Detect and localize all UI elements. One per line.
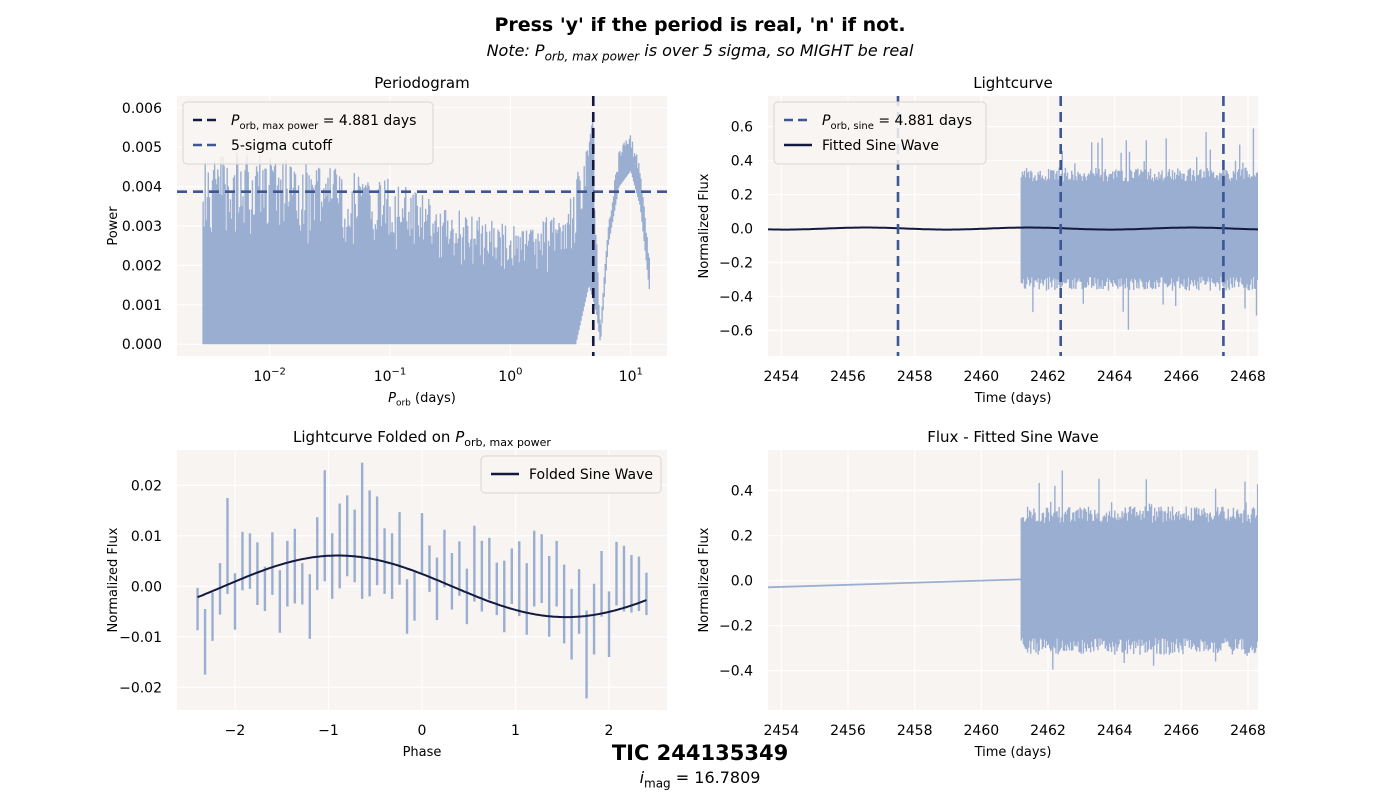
periodogram-ytick-label: 0.002	[122, 258, 162, 274]
residual-xlabel: Time (days)	[974, 745, 1052, 760]
residual-xtick-label: 2456	[830, 723, 866, 739]
periodogram-ytick-label: 0.005	[122, 140, 162, 156]
periodogram-legend: Porb, max power = 4.881 days 5-sigma cuto…	[182, 101, 434, 165]
lightcurve-ylabel: Normalized Flux	[697, 173, 712, 278]
residual-xtick-label: 2458	[897, 723, 933, 739]
residual-xtick-label: 2464	[1097, 723, 1133, 739]
footer-title: TIC 244135349	[612, 741, 788, 765]
folded-ytick-label: 0.01	[131, 529, 162, 545]
periodogram-ylabel: Power	[106, 206, 121, 246]
residual-xtick-label: 2466	[1164, 723, 1200, 739]
lightcurve-plot-area	[768, 96, 1258, 356]
residual-xtick-label: 2460	[964, 723, 1000, 739]
footer-subtitle: imag = 16.7809	[640, 768, 761, 790]
periodogram-ytick-label: 0.001	[122, 298, 162, 314]
periodogram-title: Periodogram	[374, 74, 469, 92]
residual-title: Flux - Fitted Sine Wave	[927, 428, 1098, 446]
lightcurve-xtick-label: 2466	[1164, 369, 1200, 385]
residual-ytick-label: 0.2	[731, 529, 753, 545]
periodogram-xlabel: Porb (days)	[388, 391, 456, 409]
lightcurve-xtick-label: 2454	[764, 369, 800, 385]
lightcurve-sine-line	[768, 226, 1258, 231]
folded-ytick-label: −0.01	[119, 630, 162, 646]
lightcurve-xtick-label: 2468	[1230, 369, 1266, 385]
lightcurve-ytick-label: −0.6	[719, 324, 753, 340]
lightcurve-xtick-label: 2462	[1030, 369, 1066, 385]
lightcurve-legend-label: Porb, sine = 4.881 days	[822, 113, 972, 132]
lightcurve-legend-label: Fitted Sine Wave	[822, 138, 939, 154]
lightcurve-ytick-label: 0.6	[731, 120, 753, 136]
lightcurve-xtick-label: 2456	[830, 369, 866, 385]
folded-title: Lightcurve Folded on Porb, max power	[293, 428, 551, 449]
folded-legend-label: Folded Sine Wave	[529, 467, 653, 483]
residual-xtick-label: 2468	[1230, 723, 1266, 739]
lightcurve-title: Lightcurve	[973, 74, 1052, 92]
periodogram-ytick-label: 0.000	[122, 337, 162, 353]
folded-ytick-label: −0.02	[119, 680, 162, 696]
periodogram-legend-box	[182, 101, 434, 165]
folded-xtick-label: 2	[605, 723, 614, 739]
periodogram-xtick-label: 101	[619, 367, 643, 385]
periodogram-xtick-label: 10−1	[374, 367, 407, 385]
residual-plot-area	[768, 470, 1258, 670]
periodogram-ytick-label: 0.006	[122, 101, 162, 117]
lightcurve-xtick-label: 2458	[897, 369, 933, 385]
folded-xtick-label: −2	[225, 723, 246, 739]
folded-sine-line	[197, 554, 647, 619]
folded-legend-box	[480, 455, 662, 494]
periodogram-ytick-label: 0.004	[122, 180, 162, 196]
folded-ylabel: Normalized Flux	[106, 527, 121, 632]
periodogram-legend-label: 5-sigma cutoff	[231, 138, 332, 154]
folded-plot-area	[196, 462, 648, 699]
periodogram-ytick-label: 0.003	[122, 219, 162, 235]
folded-xtick-label: 0	[418, 723, 427, 739]
periodogram-panel: 10−2 10−1 100 101 0.000 0.001 0.002 0.003 0.004 0…	[106, 74, 667, 409]
residual-ytick-label: 0.4	[731, 484, 753, 500]
periodogram-series-periodogram	[202, 118, 650, 345]
folded-xtick-label: 1	[511, 723, 520, 739]
lightcurve-xtick-label: 2464	[1097, 369, 1133, 385]
figure-suptitle: Press 'y' if the period is real, 'n' if …	[494, 14, 905, 36]
residual-panel: 2454 2456 2458 2460 2462 2464 2466 2468 −0.4 −0.2…	[697, 428, 1266, 760]
residual-gap-line	[768, 578, 1022, 589]
folded-xlabel: Phase	[403, 745, 442, 760]
lightcurve-panel: 2454 2456 2458 2460 2462 2464 2466 2468 −0.6 −0.4…	[697, 74, 1266, 406]
lightcurve-ytick-label: 0.0	[731, 222, 753, 238]
lightcurve-xtick-label: 2460	[964, 369, 1000, 385]
periodogram-plot-area	[177, 96, 667, 356]
figure-subtitle: Note: Porb, max power is over 5 sigma, s…	[487, 41, 914, 63]
periodogram-legend-label: Porb, max power = 4.881 days	[231, 113, 416, 132]
lightcurve-legend: Porb, sine = 4.881 days Fitted Sine Wave	[773, 101, 987, 165]
folded-ytick-label: 0.02	[131, 478, 162, 494]
periodogram-xtick-label: 100	[498, 367, 522, 385]
residual-ytick-label: 0.0	[731, 574, 753, 590]
periodogram-xtick-label: 10−2	[253, 367, 286, 385]
lightcurve-ytick-label: −0.4	[719, 290, 753, 306]
residual-xtick-label: 2454	[764, 723, 800, 739]
folded-ytick-label: 0.00	[131, 579, 162, 595]
lightcurve-ytick-label: 0.2	[731, 188, 753, 204]
folded-xtick-label: −1	[318, 723, 339, 739]
residual-xtick-label: 2462	[1030, 723, 1066, 739]
lightcurve-legend-box	[773, 101, 987, 165]
residual-ytick-label: −0.2	[719, 619, 753, 635]
lightcurve-ytick-label: −0.2	[719, 256, 753, 272]
chart-panels: 10−2 10−1 100 1010.0000.0010.0020.0030.0040…	[106, 74, 1266, 760]
residual-ytick-label: −0.4	[719, 664, 753, 680]
lightcurve-xlabel: Time (days)	[974, 391, 1052, 406]
lightcurve-ytick-label: 0.4	[731, 154, 753, 170]
folded-legend: Folded Sine Wave	[480, 455, 662, 494]
residual-ylabel: Normalized Flux	[697, 527, 712, 632]
folded-panel: −2 −1 0 1 2 −0.02 −0.01 0.00 0.01 0.02 Lightcurve …	[106, 428, 667, 760]
